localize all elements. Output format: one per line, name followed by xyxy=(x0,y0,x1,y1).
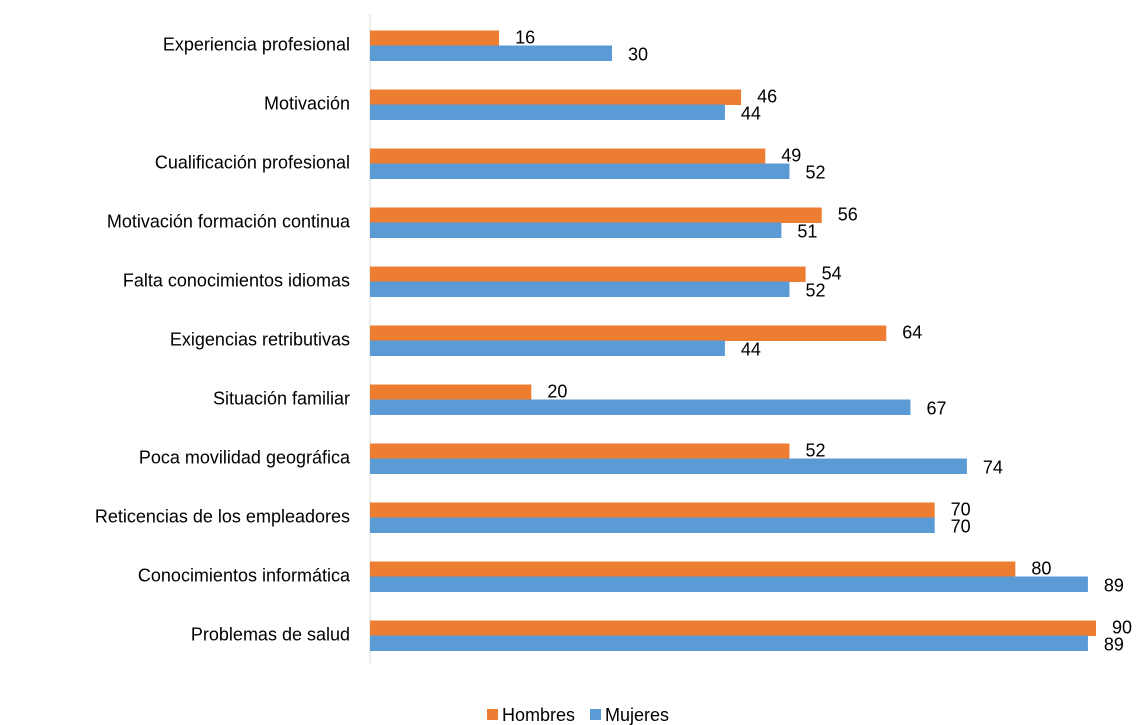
value-label: 30 xyxy=(628,44,648,64)
bar xyxy=(370,620,1096,636)
bar xyxy=(370,325,887,341)
bar xyxy=(370,399,911,415)
value-label: 49 xyxy=(781,145,801,165)
bar xyxy=(370,561,1016,577)
bar xyxy=(370,340,725,356)
value-label: 67 xyxy=(926,398,946,418)
value-label: 80 xyxy=(1031,558,1051,578)
bar xyxy=(370,45,612,61)
category-label: Experiencia profesional xyxy=(163,34,350,54)
value-label: 64 xyxy=(902,322,922,342)
category-label: Conocimientos informática xyxy=(138,565,351,585)
category-label: Motivación xyxy=(264,93,350,113)
bar xyxy=(370,502,935,518)
category-label: Falta conocimientos idiomas xyxy=(123,270,350,290)
bar xyxy=(370,30,500,46)
bar xyxy=(370,266,806,282)
bar xyxy=(370,635,1088,651)
bar xyxy=(370,148,766,164)
bar xyxy=(370,281,790,297)
bar xyxy=(370,89,742,105)
value-label: 54 xyxy=(822,263,842,283)
value-label: 70 xyxy=(951,499,971,519)
bar xyxy=(370,222,782,238)
legend-swatch xyxy=(590,709,601,720)
value-label: 56 xyxy=(838,204,858,224)
value-label: 16 xyxy=(515,27,535,47)
legend-swatch xyxy=(487,709,498,720)
value-label: 89 xyxy=(1104,634,1124,654)
value-label: 89 xyxy=(1104,575,1124,595)
category-label: Situación familiar xyxy=(213,388,350,408)
value-label: 51 xyxy=(797,221,817,241)
category-label: Motivación formación continua xyxy=(107,211,351,231)
bar xyxy=(370,104,725,120)
value-label: 90 xyxy=(1112,617,1132,637)
bar xyxy=(370,576,1088,592)
bar xyxy=(370,163,790,179)
value-label: 46 xyxy=(757,86,777,106)
category-label: Problemas de salud xyxy=(191,624,350,644)
bar xyxy=(370,517,935,533)
value-label: 20 xyxy=(547,381,567,401)
bar xyxy=(370,458,967,474)
value-label: 70 xyxy=(951,516,971,536)
category-label: Cualificación profesional xyxy=(155,152,350,172)
value-label: 44 xyxy=(741,339,761,359)
value-label: 44 xyxy=(741,103,761,123)
legend-label: Mujeres xyxy=(605,705,669,725)
value-label: 52 xyxy=(805,440,825,460)
value-label: 52 xyxy=(805,162,825,182)
value-label: 74 xyxy=(983,457,1003,477)
bar xyxy=(370,384,532,400)
bar xyxy=(370,207,822,223)
value-label: 52 xyxy=(805,280,825,300)
legend-label: Hombres xyxy=(502,705,575,725)
category-label: Exigencias retributivas xyxy=(170,329,350,349)
category-label: Reticencias de los empleadores xyxy=(95,506,350,526)
category-label: Poca movilidad geográfica xyxy=(139,447,351,467)
bar xyxy=(370,443,790,459)
